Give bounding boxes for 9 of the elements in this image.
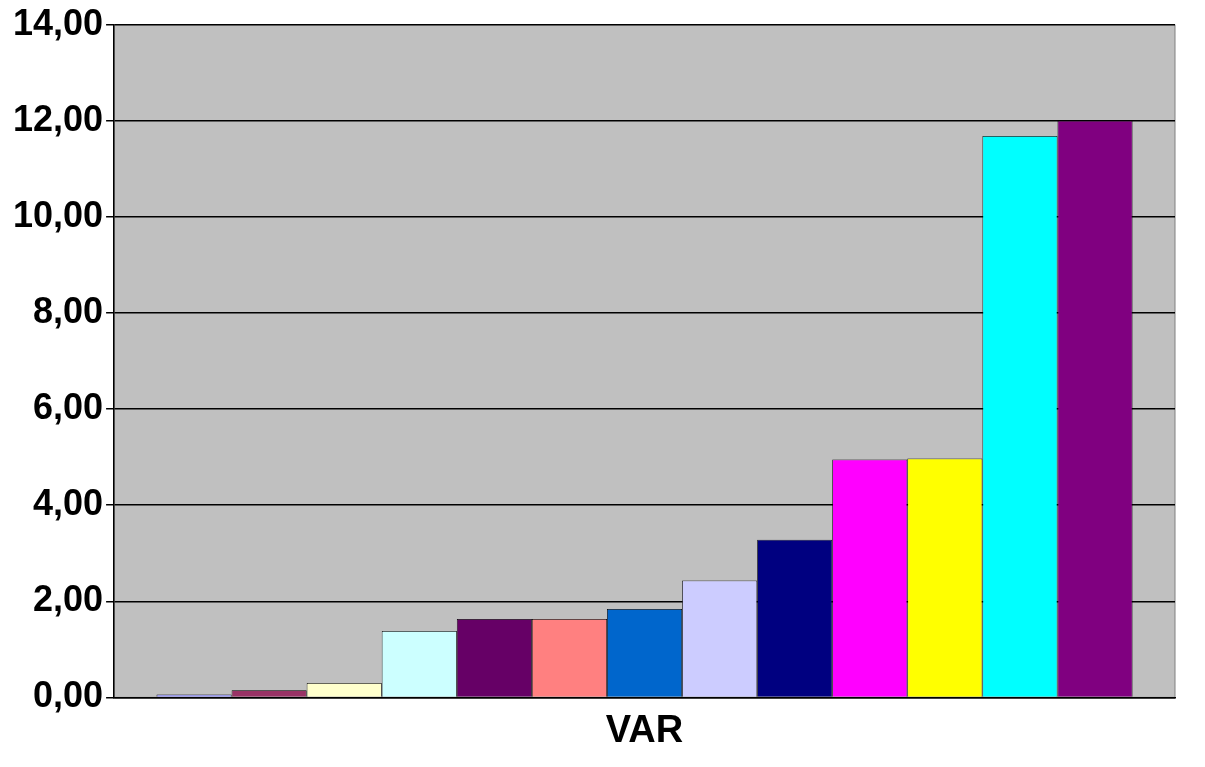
- y-tick-label: 10,00: [12, 193, 104, 235]
- y-tick-label: 6,00: [33, 385, 104, 427]
- x-tick-label: VAR: [605, 707, 684, 750]
- y-tick-label: 8,00: [33, 289, 104, 331]
- y-tick-label: 4,00: [33, 482, 104, 524]
- y-tick-label: 2,00: [33, 578, 104, 620]
- y-tick-label: 14,00: [12, 1, 104, 43]
- y-tick-label: 12,00: [12, 97, 104, 139]
- y-tick-label: 0,00: [33, 674, 104, 716]
